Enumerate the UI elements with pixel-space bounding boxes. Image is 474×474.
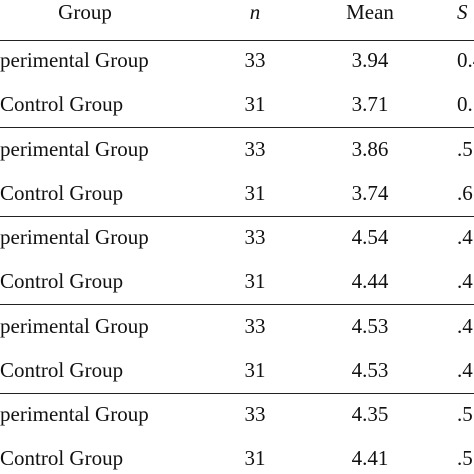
table-cell: .5 <box>457 446 473 470</box>
table-cell: 3.74 <box>351 180 389 205</box>
table-cell: 4.35 <box>351 402 389 426</box>
table-cell: .4 <box>457 269 473 293</box>
group-rule <box>0 392 474 394</box>
header-rule <box>0 40 474 41</box>
group-rule <box>0 127 474 128</box>
table-cell: 3.86 <box>351 136 389 161</box>
table-cell: perimental Group <box>0 48 149 72</box>
table-cell: 31 <box>244 92 266 116</box>
header-cell: n <box>249 0 261 24</box>
table-cell: Control Group <box>0 357 124 382</box>
table-cell: 0.4 <box>457 48 474 72</box>
header-cell: S <box>457 0 468 24</box>
table-cell: perimental Group <box>0 402 149 426</box>
table-cell: Control Group <box>0 180 124 205</box>
table-cell: 4.41 <box>351 446 389 470</box>
table-cell: Control Group <box>0 446 124 470</box>
table-cell: 4.54 <box>351 225 389 249</box>
table-cell: 33 <box>244 48 266 72</box>
header-cell: Mean <box>346 0 394 24</box>
table-cell: .5 <box>457 402 473 426</box>
table-cell: perimental Group <box>0 136 149 161</box>
table-cell: 4.53 <box>351 357 389 382</box>
group-rule <box>0 215 474 217</box>
table-cell: perimental Group <box>0 313 149 338</box>
table-cell: 31 <box>244 357 266 382</box>
table-cell: .4 <box>457 357 473 382</box>
table-cell: .6 <box>457 180 473 205</box>
table-cell: .5 <box>457 136 473 161</box>
table-cell: 4.44 <box>351 269 389 293</box>
table-cell: Control Group <box>0 92 124 116</box>
table-cell: 33 <box>244 136 266 161</box>
table-cell: 33 <box>244 313 266 338</box>
table-cell: 31 <box>244 269 266 293</box>
table-cell: 0. <box>457 92 473 116</box>
header-cell: Group <box>58 0 112 24</box>
table-cell: 4.53 <box>351 313 389 338</box>
table-cell: perimental Group <box>0 225 149 249</box>
table-cell: 31 <box>244 446 266 470</box>
table-cell: 33 <box>244 225 266 249</box>
table-cell: 3.94 <box>351 48 389 72</box>
group-rule <box>0 304 474 305</box>
table-cell: 31 <box>244 180 266 205</box>
table-cell: .4 <box>457 225 473 249</box>
table-cell: .4 <box>457 313 473 338</box>
table-cell: 33 <box>244 402 266 426</box>
table-cell: 3.71 <box>351 92 389 116</box>
table-cell: Control Group <box>0 269 124 293</box>
